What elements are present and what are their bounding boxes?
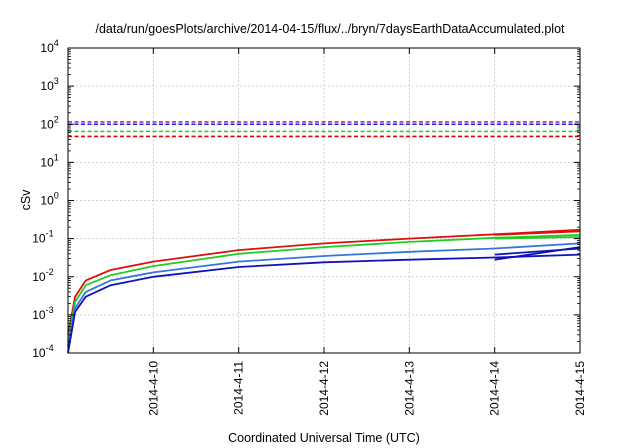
chart-title: /data/run/goesPlots/archive/2014-04-15/f…: [95, 22, 565, 36]
y-tick-label: 10-2: [32, 267, 53, 284]
y-tick-label: 10-3: [32, 305, 53, 322]
y-tick-label: 101: [40, 152, 58, 169]
series-line: [494, 236, 581, 240]
y-axis-label: cSv: [19, 189, 33, 211]
y-tick-label: 103: [40, 76, 58, 93]
y-tick-label: 104: [40, 38, 58, 55]
x-tick-label: 2014-4-11: [232, 361, 246, 415]
series-line: [67, 234, 581, 342]
series-line: [67, 253, 581, 354]
y-tick-label: 10-1: [32, 229, 53, 246]
x-tick-label: 2014-4-14: [488, 361, 502, 416]
y-tick-label: 102: [40, 114, 58, 131]
threshold-lines: [68, 121, 580, 138]
series-line: [494, 230, 581, 236]
x-tick-label: 2014-4-10: [146, 361, 160, 416]
x-tick-label: 2014-4-15: [573, 361, 587, 416]
series-line: [67, 242, 581, 347]
series-lines: [67, 228, 581, 354]
series-line: [67, 228, 581, 335]
series-line: [494, 247, 581, 256]
axes: 10-4 10-3 10-2 10-1 100 101 102 103 104 2014-4-10…: [32, 38, 587, 416]
x-tick-label: 2014-4-13: [402, 361, 416, 416]
chart-grid: [68, 48, 580, 353]
y-tick-label: 100: [40, 191, 58, 208]
x-axis-label: Coordinated Universal Time (UTC): [228, 431, 420, 445]
x-tick-label: 2014-4-12: [317, 361, 331, 416]
y-tick-label: 10-4: [32, 343, 53, 360]
